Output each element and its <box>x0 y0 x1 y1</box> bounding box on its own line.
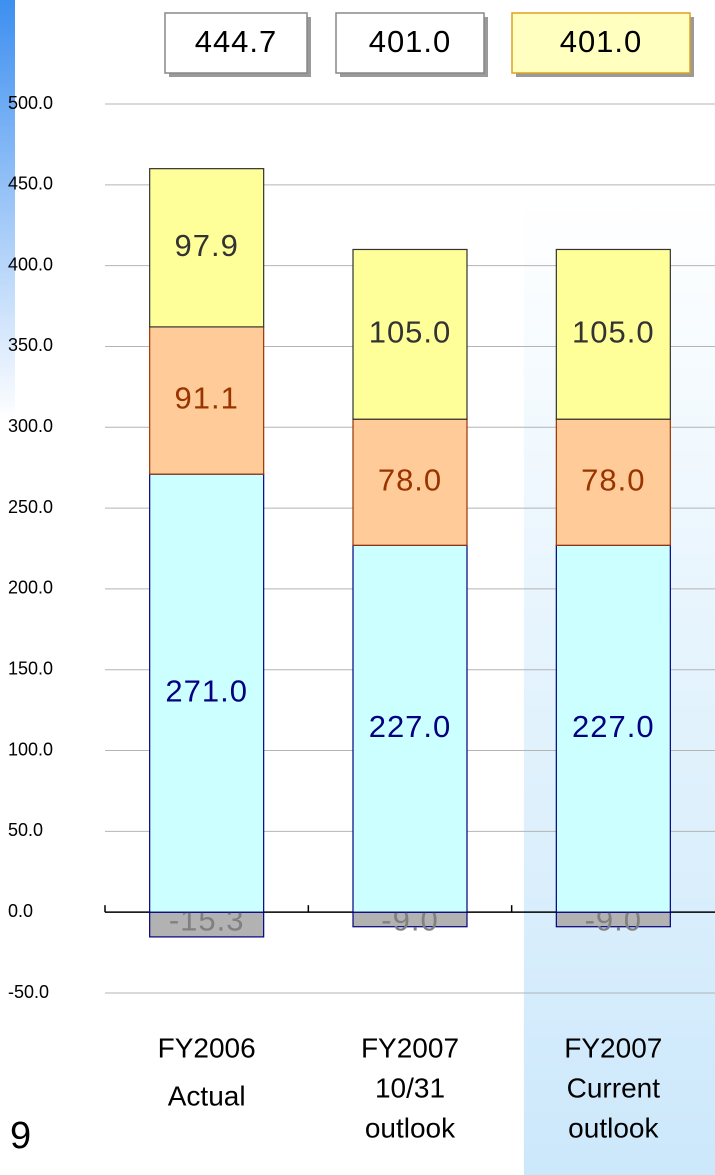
total-label: 444.7 <box>195 24 278 59</box>
y-tick-label: 500.0 <box>8 93 53 113</box>
data-label: 78.0 <box>378 462 442 497</box>
y-tick-label: 150.0 <box>8 658 53 678</box>
bar-segment <box>352 248 468 420</box>
bar-segment <box>149 473 265 913</box>
y-tick-label: 0.0 <box>8 901 33 921</box>
data-label: 227.0 <box>369 709 452 744</box>
x-tick-label: FY2007 <box>564 1032 662 1063</box>
total-box <box>164 12 308 74</box>
bar-segment <box>352 418 468 546</box>
x-tick-label: FY2007 <box>361 1032 459 1063</box>
x-tick-label: Current <box>567 1072 661 1103</box>
y-tick-label: 300.0 <box>8 416 53 436</box>
data-label: 105.0 <box>572 315 655 350</box>
data-label: 105.0 <box>369 315 452 350</box>
data-label: 227.0 <box>572 709 655 744</box>
x-tick-label: outlook <box>365 1112 456 1143</box>
y-tick-label: -50.0 <box>8 982 49 1002</box>
total-box <box>511 12 691 74</box>
data-label: 78.0 <box>581 462 645 497</box>
data-label: 97.9 <box>174 228 238 263</box>
bar-segment <box>149 326 265 475</box>
total-label: 401.0 <box>560 24 643 59</box>
data-label: 91.1 <box>174 381 238 416</box>
y-tick-label: 400.0 <box>8 254 53 274</box>
y-tick-label: 450.0 <box>8 174 53 194</box>
total-box <box>335 12 485 74</box>
y-tick-label: 350.0 <box>8 335 53 355</box>
bar-segment <box>149 168 265 328</box>
y-tick-label: 200.0 <box>8 578 53 598</box>
bar-segment <box>555 418 671 546</box>
x-tick-label: 10/31 <box>375 1072 445 1103</box>
bar-segment <box>352 544 468 913</box>
bar-segment <box>555 248 671 420</box>
bar-segment <box>555 544 671 913</box>
side-strip <box>0 0 15 420</box>
page-number: 9 <box>10 1115 31 1157</box>
y-tick-label: 50.0 <box>8 820 43 840</box>
x-tick-label: outlook <box>568 1112 659 1143</box>
x-tick-label: Actual <box>168 1080 246 1111</box>
total-label: 401.0 <box>369 24 452 59</box>
x-tick-label: FY2006 <box>158 1032 256 1063</box>
y-tick-label: 100.0 <box>8 739 53 759</box>
data-label: 271.0 <box>165 673 248 708</box>
y-tick-label: 250.0 <box>8 497 53 517</box>
